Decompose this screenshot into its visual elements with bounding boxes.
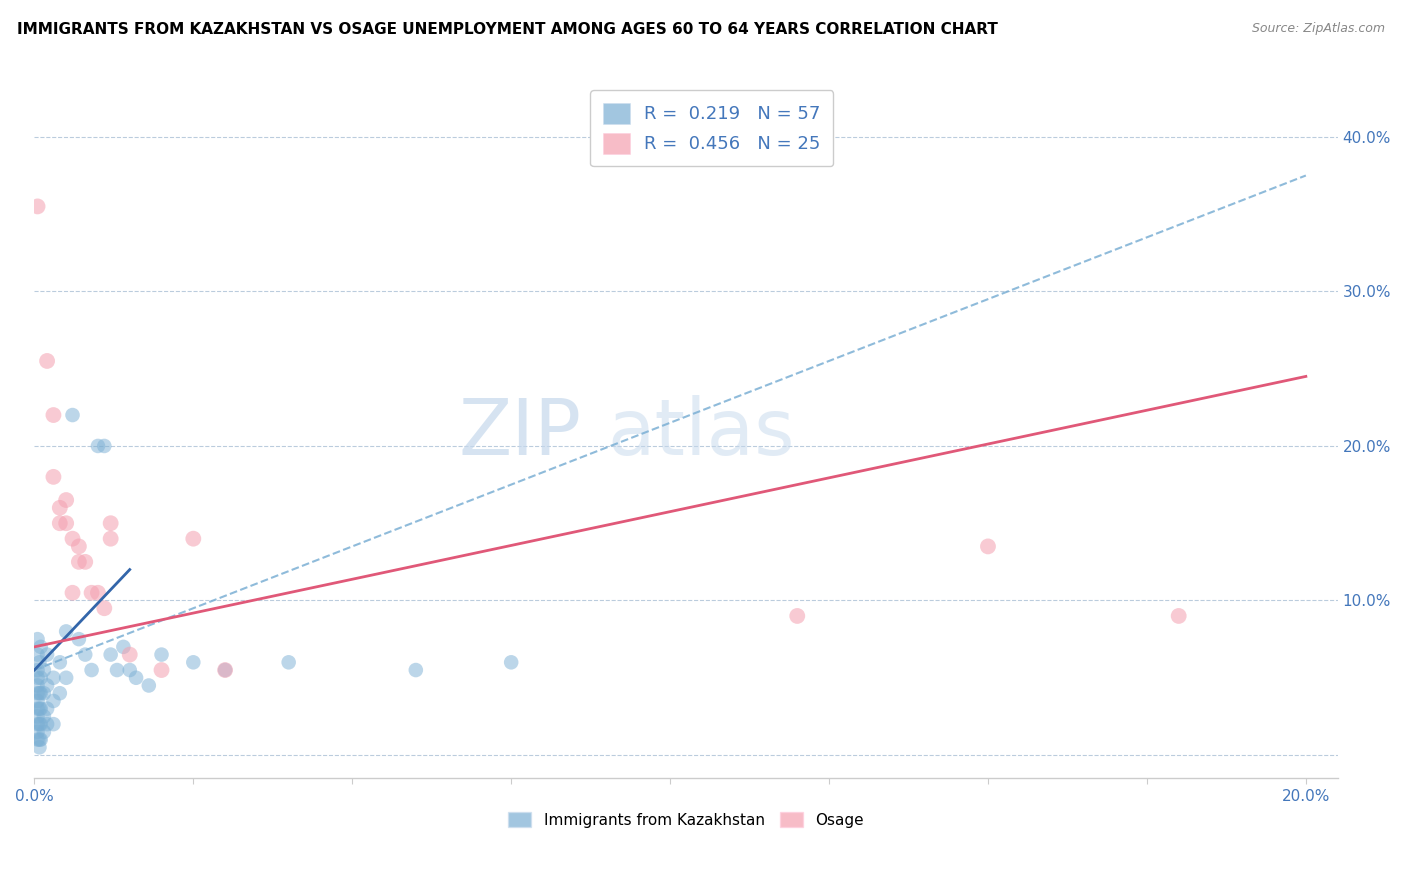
- Point: [30, 717, 52, 731]
- Point: [75, 648, 97, 662]
- Point: [977, 540, 1000, 554]
- Point: [100, 516, 122, 531]
- Point: [42, 717, 65, 731]
- Point: [75, 555, 97, 569]
- Point: [786, 609, 808, 624]
- Point: [27, 678, 49, 692]
- Point: [62, 408, 84, 422]
- Point: [181, 532, 204, 546]
- Point: [49, 656, 72, 670]
- Point: [32, 709, 55, 723]
- Point: [35, 717, 58, 731]
- Text: ZIP: ZIP: [458, 395, 582, 471]
- Point: [100, 532, 122, 546]
- Point: [100, 648, 122, 662]
- Point: [42, 694, 65, 708]
- Point: [67, 632, 90, 647]
- Legend: Immigrants from Kazakhstan, Osage: Immigrants from Kazakhstan, Osage: [501, 804, 872, 835]
- Point: [27, 663, 49, 677]
- Point: [42, 671, 65, 685]
- Point: [93, 439, 115, 453]
- Point: [30, 686, 52, 700]
- Point: [32, 724, 55, 739]
- Point: [405, 663, 427, 677]
- Point: [28, 656, 51, 670]
- Point: [87, 439, 110, 453]
- Point: [49, 516, 72, 531]
- Point: [42, 470, 65, 484]
- Point: [35, 701, 58, 715]
- Point: [501, 656, 523, 670]
- Point: [55, 493, 77, 508]
- Point: [28, 732, 51, 747]
- Point: [150, 648, 173, 662]
- Point: [181, 656, 204, 670]
- Point: [214, 663, 236, 677]
- Point: [27, 648, 49, 662]
- Point: [35, 648, 58, 662]
- Point: [27, 694, 49, 708]
- Point: [30, 640, 52, 654]
- Point: [105, 663, 128, 677]
- Point: [93, 601, 115, 615]
- Text: Source: ZipAtlas.com: Source: ZipAtlas.com: [1251, 22, 1385, 36]
- Point: [27, 724, 49, 739]
- Point: [62, 586, 84, 600]
- Point: [80, 586, 103, 600]
- Point: [28, 740, 51, 755]
- Point: [118, 663, 141, 677]
- Point: [35, 678, 58, 692]
- Point: [32, 686, 55, 700]
- Point: [27, 709, 49, 723]
- Point: [49, 686, 72, 700]
- Point: [27, 632, 49, 647]
- Text: IMMIGRANTS FROM KAZAKHSTAN VS OSAGE UNEMPLOYMENT AMONG AGES 60 TO 64 YEARS CORRE: IMMIGRANTS FROM KAZAKHSTAN VS OSAGE UNEM…: [17, 22, 998, 37]
- Point: [49, 500, 72, 515]
- Point: [30, 671, 52, 685]
- Point: [55, 516, 77, 531]
- Point: [55, 624, 77, 639]
- Point: [35, 354, 58, 368]
- Point: [30, 732, 52, 747]
- Point: [27, 717, 49, 731]
- Point: [28, 686, 51, 700]
- Point: [1167, 609, 1189, 624]
- Point: [55, 671, 77, 685]
- Point: [27, 732, 49, 747]
- Point: [67, 540, 90, 554]
- Point: [28, 701, 51, 715]
- Point: [112, 640, 135, 654]
- Point: [27, 671, 49, 685]
- Point: [125, 671, 148, 685]
- Point: [214, 663, 236, 677]
- Point: [138, 678, 160, 692]
- Point: [27, 686, 49, 700]
- Text: atlas: atlas: [607, 395, 796, 471]
- Point: [28, 717, 51, 731]
- Point: [27, 199, 49, 213]
- Point: [27, 701, 49, 715]
- Point: [42, 408, 65, 422]
- Point: [118, 648, 141, 662]
- Point: [30, 701, 52, 715]
- Point: [150, 663, 173, 677]
- Point: [277, 656, 299, 670]
- Point: [32, 663, 55, 677]
- Point: [87, 586, 110, 600]
- Point: [80, 663, 103, 677]
- Point: [62, 532, 84, 546]
- Point: [67, 555, 90, 569]
